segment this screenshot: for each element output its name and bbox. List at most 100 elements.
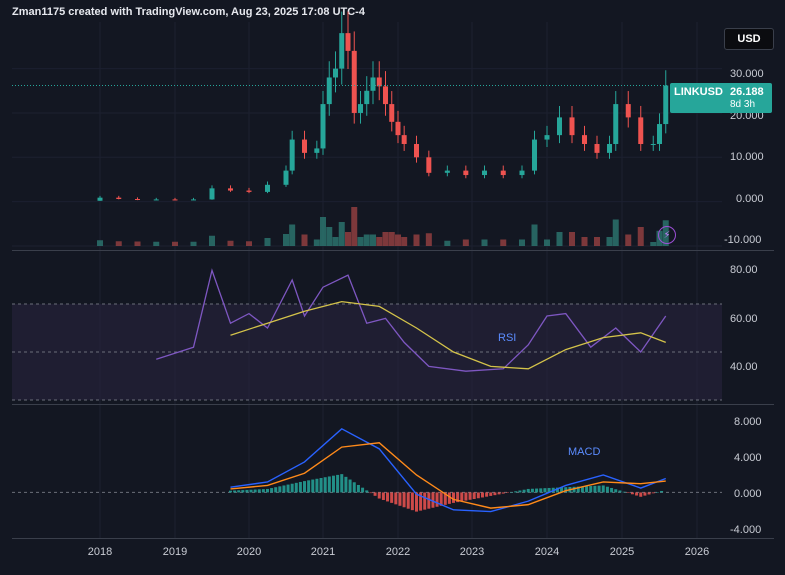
macd-histogram-bar [639, 492, 643, 497]
price-candle [625, 104, 631, 118]
macd-histogram-bar [647, 492, 651, 495]
macd-histogram-bar [605, 486, 609, 493]
signal-line [230, 442, 666, 509]
macd-histogram-bar [526, 488, 530, 493]
volume-bar [97, 240, 103, 246]
macd-histogram-bar [282, 485, 286, 493]
macd-histogram-bar [245, 489, 249, 493]
macd-histogram-bar [311, 479, 315, 493]
volume-bar [172, 241, 178, 246]
attribution-text: Zman1175 created with TradingView.com, A… [12, 6, 365, 18]
macd-histogram-bar [427, 492, 431, 509]
volume-bar [338, 222, 345, 246]
price-candle [500, 170, 506, 176]
macd-histogram-bar [535, 488, 539, 493]
price-candle [482, 170, 487, 176]
macd-histogram-bar [543, 488, 547, 493]
macd-histogram-bar [241, 490, 245, 493]
macd-histogram-bar [340, 474, 344, 493]
volume-bar [625, 234, 632, 246]
macd-histogram-bar [323, 477, 327, 493]
volume-bar [370, 234, 376, 246]
volume-bar [227, 240, 234, 246]
lightning-icon[interactable]: ⚡ [658, 226, 676, 244]
price-candle [339, 33, 345, 69]
macd-histogram-bar [593, 485, 597, 493]
time-tick: 2022 [385, 546, 411, 558]
macd-histogram-bar [319, 478, 323, 493]
volume-bar [376, 237, 383, 246]
price-candle [283, 170, 289, 185]
macd-histogram-bar [336, 474, 340, 493]
macd-histogram-bar [576, 486, 580, 493]
last-price-tag: LINKUSD 26.188 8d 3h [670, 83, 772, 113]
volume-bar [351, 207, 358, 246]
macd-histogram-bar [303, 481, 306, 493]
pane-divider-rsi-macd[interactable] [12, 404, 774, 405]
macd-histogram-bar [464, 492, 468, 501]
price-candle [613, 104, 619, 144]
macd-legend[interactable]: MACD [568, 446, 601, 458]
price-candle [376, 77, 382, 87]
price-candle [638, 117, 644, 144]
volume-bar [246, 241, 252, 246]
symbol-label: LINKUSD [674, 86, 723, 98]
macd-histogram-bar [406, 492, 410, 509]
macd-histogram-bar [522, 489, 526, 493]
price-tick: 10.000 [730, 151, 764, 163]
price-tick: 0.000 [736, 193, 764, 205]
macd-histogram-bar [266, 488, 269, 493]
currency-button[interactable]: USD [724, 28, 774, 50]
macd-histogram-bar [585, 486, 589, 493]
price-candle [401, 135, 407, 144]
macd-histogram-bar [253, 489, 257, 493]
price-candle [97, 197, 103, 201]
macd-histogram-bar [505, 492, 509, 493]
last-price: 26.188 [730, 86, 764, 98]
price-candle [463, 170, 469, 176]
macd-histogram-bar [344, 476, 348, 493]
volume-bar [594, 237, 600, 246]
volume-bar [264, 238, 271, 246]
macd-histogram-bar [497, 492, 501, 495]
pane-divider-price-rsi[interactable] [12, 250, 774, 251]
volume-bar [289, 224, 296, 246]
macd-histogram-bar [472, 492, 476, 500]
price-candle [414, 144, 419, 158]
volume-bar [320, 217, 326, 246]
volume-bar [650, 242, 657, 246]
price-candle [228, 188, 233, 191]
macd-histogram-bar [394, 492, 398, 505]
rsi-tick: 60.00 [730, 313, 758, 325]
volume-bar [382, 232, 389, 246]
macd-histogram-bar [510, 492, 514, 493]
macd-histogram-bar [589, 486, 593, 493]
rsi-legend[interactable]: RSI [498, 332, 517, 344]
macd-histogram-bar [597, 485, 601, 493]
macd-histogram-bar [630, 492, 634, 495]
time-tick: 2026 [684, 546, 710, 558]
macd-histogram-bar [580, 486, 584, 493]
macd-histogram-bar [514, 491, 518, 493]
price-candle [607, 144, 612, 153]
macd-histogram-bar [443, 492, 447, 505]
time-tick: 2018 [87, 546, 113, 558]
macd-histogram-bar [622, 491, 626, 493]
macd-histogram-bar [530, 488, 534, 493]
macd-histogram-bar [419, 492, 423, 511]
macd-histogram-bar [572, 486, 576, 493]
volume-bar [401, 237, 408, 246]
macd-histogram-bar [386, 492, 390, 502]
volume-bar [612, 219, 619, 246]
macd-histogram-bar [610, 487, 614, 493]
macd-histogram-bar [381, 492, 385, 500]
macd-histogram-bar [480, 492, 484, 498]
volume-bar [345, 232, 351, 246]
rsi-tick: 80.00 [730, 264, 758, 276]
macd-histogram-bar [485, 492, 489, 497]
macd-histogram-bar [614, 489, 618, 493]
volume-bar [481, 239, 488, 246]
volume-bar [395, 234, 401, 246]
